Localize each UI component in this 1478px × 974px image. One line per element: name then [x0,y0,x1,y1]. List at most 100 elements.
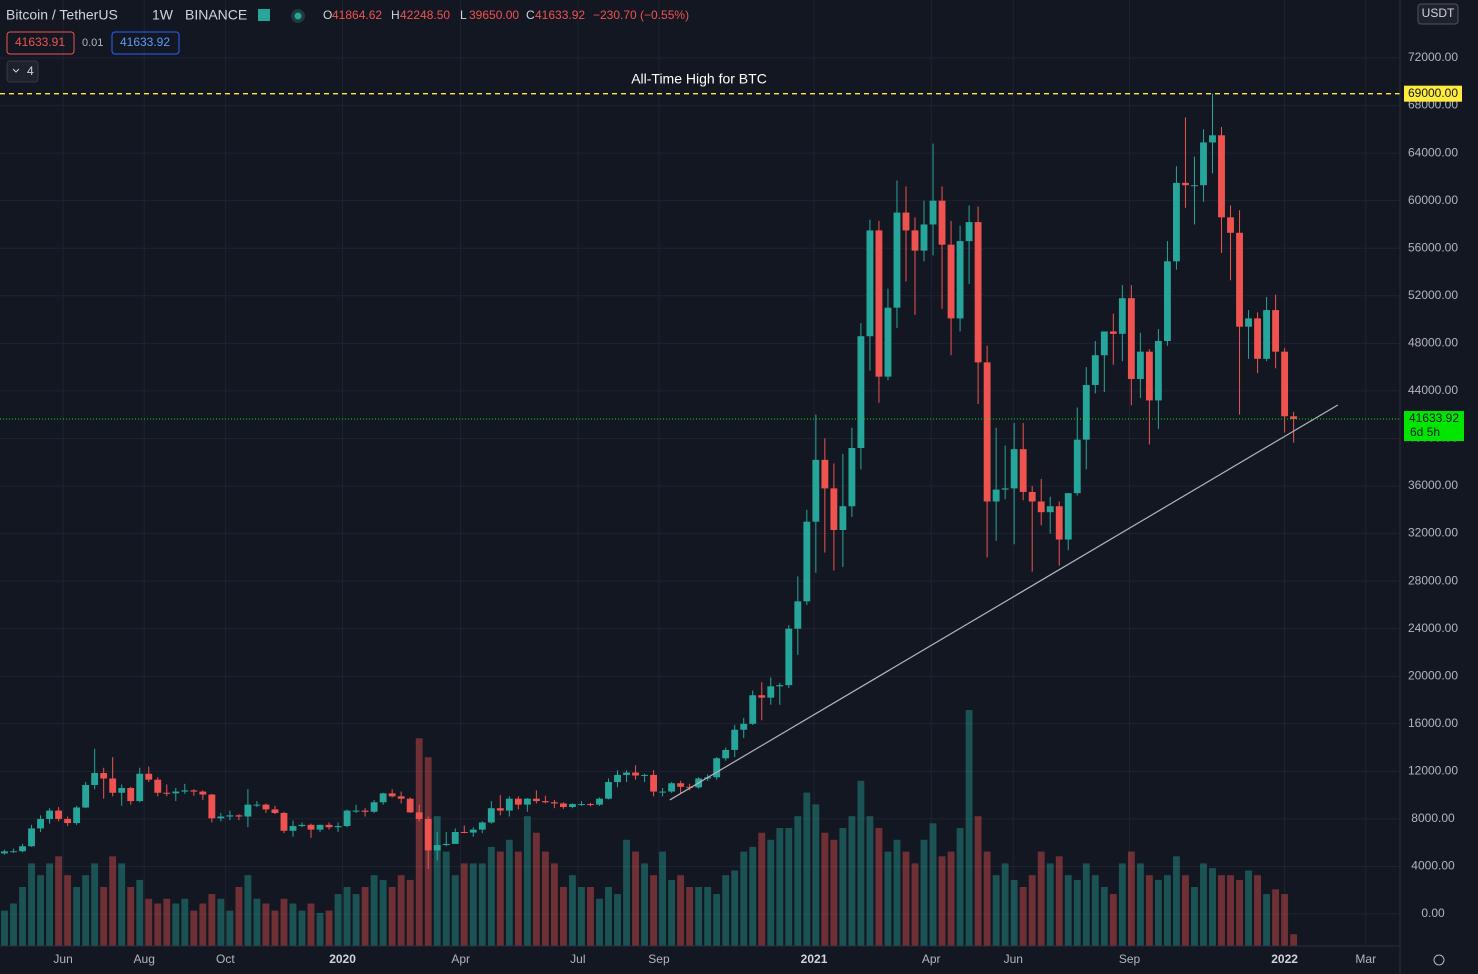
candle-body [1281,351,1289,417]
volume-bar [1281,894,1289,946]
candle-body [478,822,486,830]
candle-body [857,336,865,448]
candle-body [1154,340,1162,401]
volume-bar [217,898,225,946]
candle-body [929,200,937,225]
x-tick-label: Jul [570,952,585,966]
chevron [12,68,20,73]
candle-body [992,489,1000,502]
candle-body [569,804,576,808]
volume-bar [253,898,261,946]
bid-box[interactable] [6,31,75,55]
candle-body [677,783,685,787]
y-tick-label: 52000.00 [1408,288,1458,302]
x-tick-label: Sep [1119,952,1141,966]
candle-body [749,695,757,724]
interval[interactable]: 1W [152,7,174,23]
candle-body [830,488,838,531]
bid: 41633.91 [15,35,65,49]
volume-bar [1218,875,1225,946]
volume-bar [659,851,667,946]
y-tick-label: 60000.00 [1408,193,1458,207]
volume-bar [704,887,712,946]
volume-bar [91,863,99,946]
y-tick-label: 32000.00 [1408,526,1458,540]
candle-body [974,222,982,363]
candle-body [767,686,775,698]
candle-body [1046,506,1054,513]
candle-body [641,774,648,776]
volume-bar [884,851,892,946]
last-price-tag [1404,411,1464,442]
volume-bar [100,887,108,946]
volume-bar [1245,870,1252,946]
volume-bar [397,875,405,946]
volume-bar [776,828,784,946]
candle-body [983,362,991,502]
x-tick-label: Aug [134,952,155,966]
candle-body [100,773,108,779]
volume-bar [821,832,829,946]
candle-body [1064,493,1072,540]
ath-annotation: All-Time High for BTC [631,70,767,86]
candle-body [352,810,360,812]
currency: USDT [1422,6,1455,20]
y-tick-label: 4000.00 [1411,859,1455,873]
candle-body [1245,318,1252,327]
volume-bar [785,828,793,946]
candle-body [938,200,946,245]
volume-bar [1182,875,1189,946]
candle-body [487,808,495,823]
status-dot [294,12,302,20]
volume-bar [1236,879,1243,946]
candle-body [659,791,667,793]
candle-body [686,786,694,788]
volume-bar [902,851,910,946]
candle-body [1082,384,1090,440]
volume-bar [839,828,847,946]
volume-bar [460,863,468,946]
symbol[interactable]: Bitcoin / TetherUS [6,7,118,23]
candle-body [541,801,549,803]
flag-icon[interactable] [258,9,270,21]
volume-bar [10,903,17,946]
indicators-toggle[interactable] [6,60,39,83]
volume-bar [496,851,504,946]
candle-body [614,774,621,783]
volume-bar [208,894,216,946]
candle-body [19,846,26,852]
volume-bar [352,894,360,946]
x-tick-label: 2020 [329,952,356,966]
volume-bar [623,839,630,946]
y-tick-label: 16000.00 [1408,716,1458,730]
candle-body [1218,135,1225,218]
settings-icon[interactable] [1433,954,1445,966]
candle-body [821,459,829,489]
candle-body [271,809,279,813]
volume-bar [1163,875,1171,946]
volume-bar [370,875,378,946]
volume-bar [686,887,694,946]
candle-body [1263,310,1271,359]
volume-bar [406,879,414,946]
candle-body [920,224,928,251]
y-tick-label: 24000.00 [1408,621,1458,635]
volume-bar [280,898,288,946]
candle-body [505,798,513,811]
volume-bar [55,856,63,946]
candle-body [235,815,243,817]
ask-box[interactable] [111,31,180,55]
volume-bar [154,903,162,946]
volume-bar [1001,863,1009,946]
candle-body [469,829,477,833]
volume-bar [911,863,919,946]
volume-bar [1055,856,1063,946]
candle-body [1173,182,1180,262]
volume-bar [1200,863,1207,946]
volume-bar [1227,875,1234,946]
candle-body [46,810,54,819]
currency-badge[interactable] [1417,3,1459,25]
volume-bar [163,898,171,946]
candle-body [560,803,567,808]
